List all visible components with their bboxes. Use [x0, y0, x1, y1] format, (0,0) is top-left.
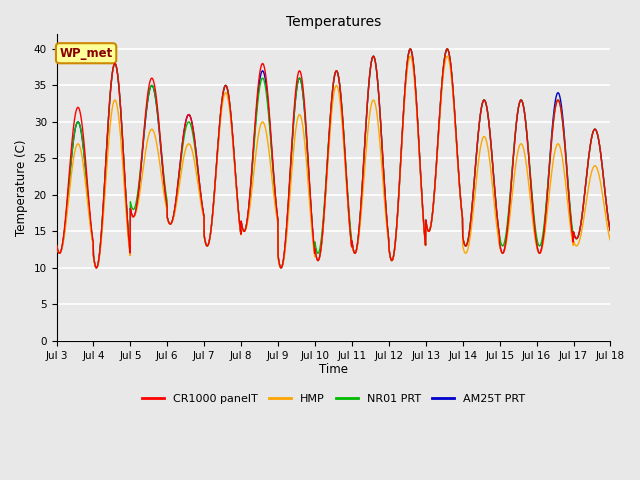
Text: WP_met: WP_met	[60, 47, 113, 60]
Title: Temperatures: Temperatures	[286, 15, 381, 29]
X-axis label: Time: Time	[319, 363, 348, 376]
Y-axis label: Temperature (C): Temperature (C)	[15, 139, 28, 236]
Legend: CR1000 panelT, HMP, NR01 PRT, AM25T PRT: CR1000 panelT, HMP, NR01 PRT, AM25T PRT	[137, 389, 530, 408]
